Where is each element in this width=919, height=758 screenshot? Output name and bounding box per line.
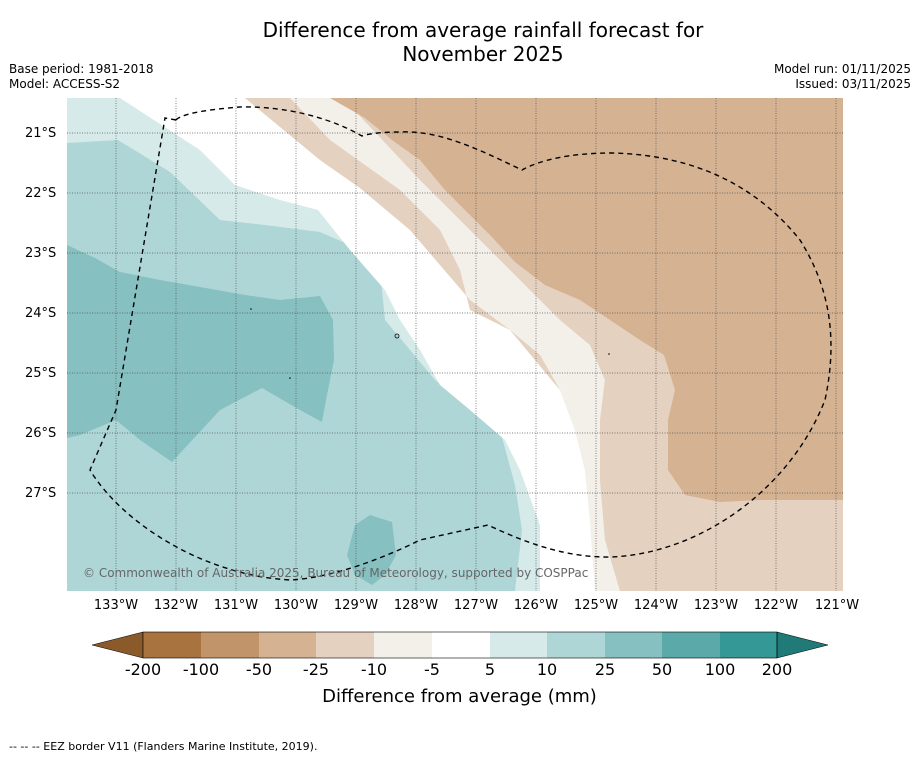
colorbar-extend-high — [776, 631, 829, 659]
colorbar-tick: -5 — [424, 660, 440, 679]
copyright-notice: © Commonwealth of Australia 2025, Bureau… — [83, 566, 589, 580]
base-period: Base period: 1981-2018 — [9, 62, 154, 76]
lon-label: 133°W — [93, 598, 139, 613]
colorbar-tick: -10 — [360, 660, 388, 679]
colorbar-bin — [490, 632, 547, 658]
contour-25-50-west — [67, 245, 334, 462]
meta-right: Model run: 01/11/2025 Issued: 03/11/2025 — [774, 62, 911, 92]
lon-label: 128°W — [393, 598, 439, 613]
issued-date: Issued: 03/11/2025 — [795, 77, 911, 91]
colorbar-bin — [143, 632, 201, 658]
island-marker — [289, 377, 291, 379]
contour-25-50-south — [347, 515, 396, 585]
lon-label: 123°W — [693, 598, 739, 613]
colorbar-tick: 200 — [761, 660, 793, 679]
island-marker — [394, 333, 400, 339]
model-run: Model run: 01/11/2025 — [773, 62, 911, 76]
lon-label: 126°W — [513, 598, 559, 613]
colorbar-tick: -100 — [182, 660, 220, 679]
colorbar-tick: -50 — [245, 660, 273, 679]
lat-label: 27°S — [25, 486, 57, 501]
island-marker — [250, 308, 252, 310]
lon-label: 124°W — [633, 598, 679, 613]
colorbar-tick: 100 — [704, 660, 736, 679]
colorbar-title: Difference from average (mm) — [322, 686, 597, 707]
rainfall-contours — [67, 98, 843, 591]
colorbar-tick: 5 — [484, 660, 496, 679]
lat-label: 22°S — [25, 186, 57, 201]
lon-label: 127°W — [453, 598, 499, 613]
lon-label: 129°W — [333, 598, 379, 613]
model-name: Model: ACCESS-S2 — [9, 77, 121, 91]
colorbar-tick: -200 — [124, 660, 162, 679]
colorbar-extend-low — [91, 631, 144, 659]
colorbar-outline — [142, 631, 778, 659]
eez-footnote: -- -- -- EEZ border V11 (Flanders Marine… — [9, 740, 318, 753]
colorbar — [91, 631, 829, 659]
lat-label: 26°S — [25, 426, 57, 441]
colorbar-bin — [316, 632, 374, 658]
contour-neutral — [120, 98, 595, 591]
lon-label: 131°W — [213, 598, 259, 613]
colorbar-bin — [605, 632, 662, 658]
lon-label: 125°W — [573, 598, 619, 613]
colorbar-bin — [547, 632, 605, 658]
lon-label: 132°W — [153, 598, 199, 613]
lat-label: 21°S — [25, 126, 57, 141]
lat-label: 23°S — [25, 246, 57, 261]
contour-minus-25 — [330, 98, 843, 502]
colorbar-tick: 25 — [594, 660, 616, 679]
island-marker — [608, 353, 610, 355]
lon-label: 122°W — [753, 598, 799, 613]
colorbar-tick: -25 — [302, 660, 330, 679]
lon-label: 130°W — [273, 598, 319, 613]
lat-label: 25°S — [25, 366, 57, 381]
colorbar-tick: 10 — [536, 660, 558, 679]
eez-border — [89, 106, 832, 581]
graticule — [67, 98, 843, 591]
colorbar-bin — [201, 632, 259, 658]
title-line-2: November 2025 — [402, 42, 564, 66]
colorbar-bin — [374, 632, 432, 658]
colorbar-bin — [259, 632, 316, 658]
map-title: Difference from average rainfall forecas… — [0, 18, 919, 66]
lon-label: 121°W — [814, 598, 860, 613]
colorbar-bin — [720, 632, 777, 658]
meta-left: Base period: 1981-2018 Model: ACCESS-S2 — [9, 62, 154, 92]
colorbar-tick: 50 — [651, 660, 673, 679]
title-line-1: Difference from average rainfall forecas… — [262, 18, 704, 42]
colorbar-bin — [662, 632, 720, 658]
colorbar-bin — [432, 632, 490, 658]
lat-label: 24°S — [25, 306, 57, 321]
